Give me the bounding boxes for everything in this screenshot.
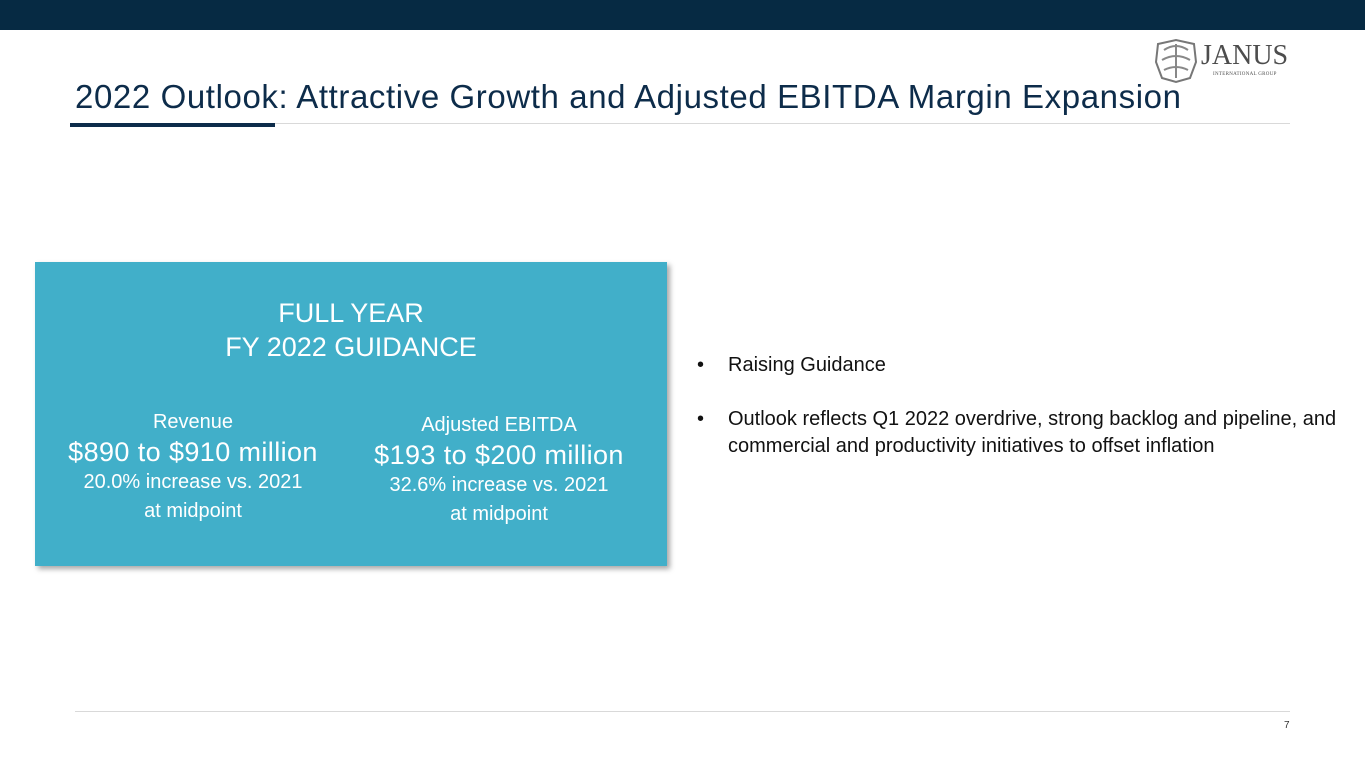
logo-name: JANUS [1201, 40, 1289, 71]
bullet: Raising Guidance [697, 352, 1347, 379]
metric-note: at midpoint [144, 500, 242, 522]
logo-tagline: INTERNATIONAL GROUP [1213, 72, 1277, 77]
metric-label: Revenue [152, 411, 234, 433]
bullet-list: Raising Guidance Outlook reflects Q1 202… [697, 352, 1347, 487]
page-number: 7 [1284, 720, 1290, 731]
metric-change: 32.6% increase vs. 2021 [389, 474, 609, 496]
top-bar [0, 0, 1365, 30]
metric-range: $193 to $200 million [374, 440, 624, 470]
metric-note: at midpoint [450, 503, 548, 525]
bullet: Outlook reflects Q1 2022 overdrive, stro… [697, 406, 1347, 460]
metric: Revenue $890 to $910 million 20.0% incre… [35, 408, 351, 526]
title-rule [275, 123, 1290, 124]
metric: Adjusted EBITDA $193 to $200 million 32.… [341, 411, 657, 529]
logo-icon [1154, 38, 1198, 84]
metric-range: $890 to $910 million [68, 437, 318, 467]
footer-rule [75, 711, 1290, 712]
slide-title: 2022 Outlook: Attractive Growth and Adju… [75, 78, 1182, 115]
metric-label: Adjusted EBITDA [421, 414, 577, 436]
title-underline [70, 123, 275, 127]
guidance-box: FULL YEAR FY 2022 GUIDANCE Revenue $890 … [35, 262, 667, 566]
box-heading: FULL YEAR [278, 298, 424, 328]
box-heading: FY 2022 GUIDANCE [225, 332, 477, 362]
metric-change: 20.0% increase vs. 2021 [83, 471, 303, 493]
